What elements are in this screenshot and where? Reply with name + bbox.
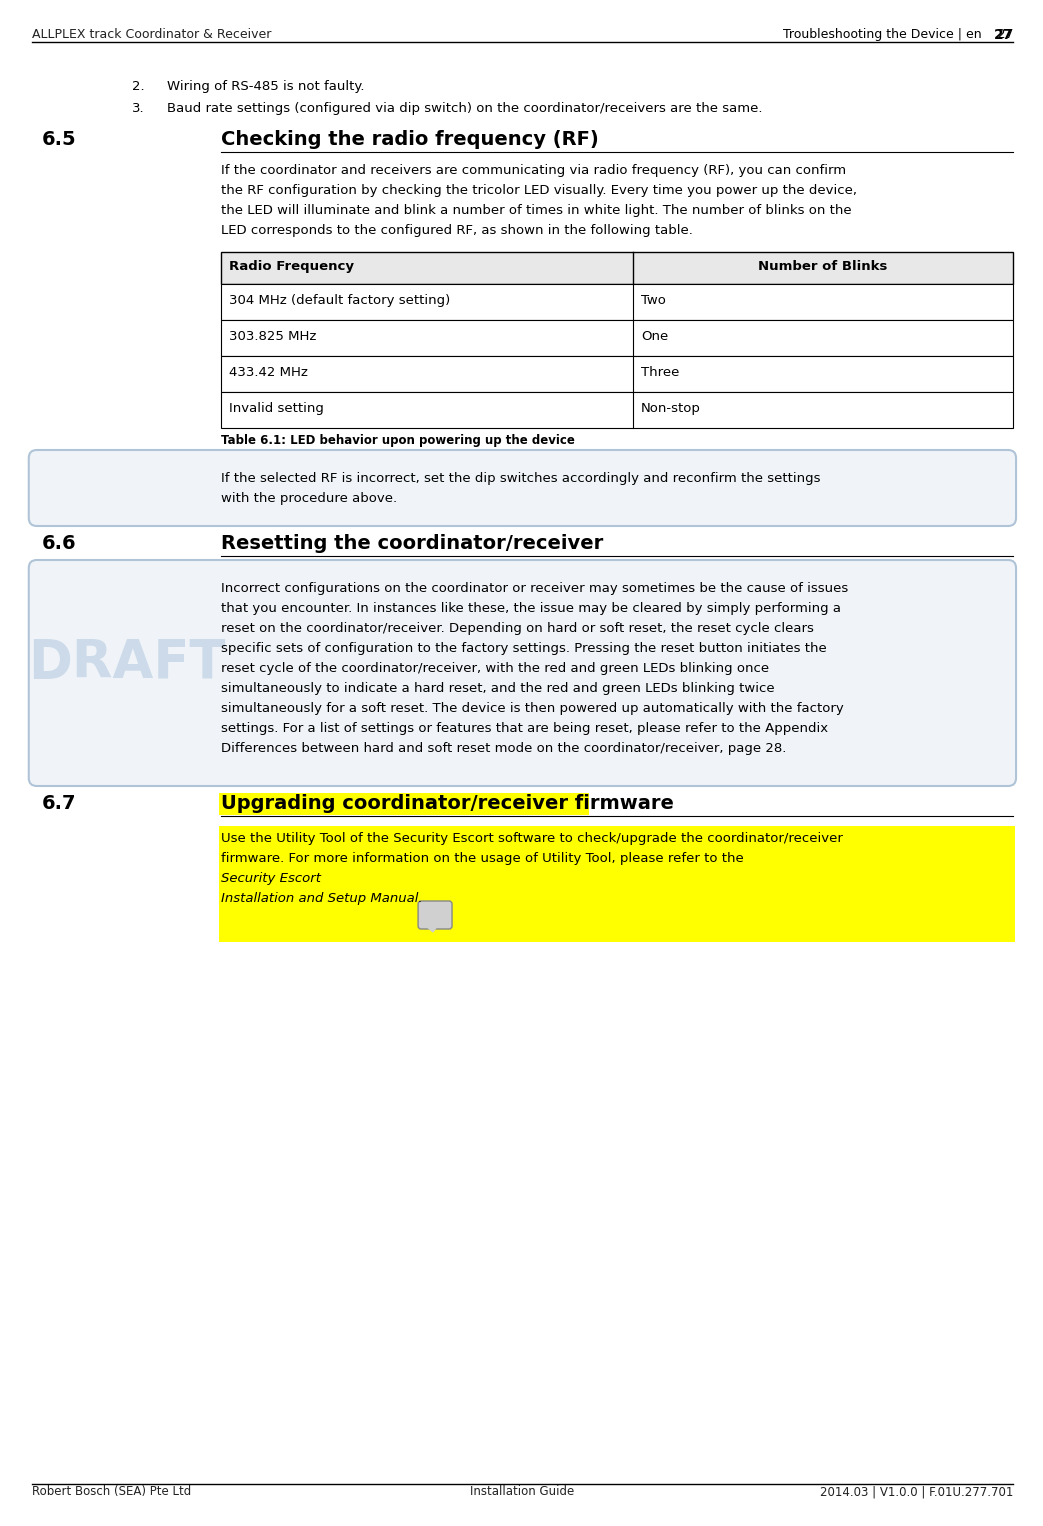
- FancyBboxPatch shape: [418, 900, 452, 929]
- Text: Use the Utility Tool of the Security Escort software to check/upgrade the coordi: Use the Utility Tool of the Security Esc…: [221, 832, 844, 845]
- Text: DRAFT: DRAFT: [28, 636, 225, 690]
- Text: settings. For a list of settings or features that are being reset, please refer : settings. For a list of settings or feat…: [221, 722, 828, 736]
- Text: with the procedure above.: with the procedure above.: [221, 491, 397, 505]
- Text: If the selected RF is incorrect, set the dip switches accordingly and reconfirm : If the selected RF is incorrect, set the…: [221, 472, 821, 485]
- Text: Robert Bosch (SEA) Pte Ltd: Robert Bosch (SEA) Pte Ltd: [31, 1485, 191, 1499]
- Text: simultaneously for a soft reset. The device is then powered up automatically wit: simultaneously for a soft reset. The dev…: [221, 702, 844, 716]
- Text: Number of Blinks: Number of Blinks: [758, 259, 888, 273]
- Text: Three: Three: [641, 366, 679, 378]
- Text: Wiring of RS-485 is not faulty.: Wiring of RS-485 is not faulty.: [167, 79, 364, 93]
- Bar: [221, 284, 1013, 320]
- Text: Troubleshooting the Device | en    27: Troubleshooting the Device | en 27: [782, 27, 1013, 41]
- FancyBboxPatch shape: [29, 560, 1016, 786]
- FancyBboxPatch shape: [29, 450, 1016, 526]
- Text: Upgrading coordinator/receiver firmware: Upgrading coordinator/receiver firmware: [221, 794, 675, 813]
- Text: specific sets of configuration to the factory settings. Pressing the reset butto: specific sets of configuration to the fa…: [221, 642, 827, 655]
- Text: Radio Frequency: Radio Frequency: [229, 259, 355, 273]
- Text: Invalid setting: Invalid setting: [229, 401, 324, 415]
- Text: Installation Guide: Installation Guide: [470, 1485, 575, 1499]
- Bar: [221, 392, 1013, 427]
- Text: reset cycle of the coordinator/receiver, with the red and green LEDs blinking on: reset cycle of the coordinator/receiver,…: [221, 662, 770, 674]
- Text: Baud rate settings (configured via dip switch) on the coordinator/receivers are : Baud rate settings (configured via dip s…: [167, 102, 762, 114]
- Text: One: One: [641, 330, 669, 343]
- Text: 6.7: 6.7: [42, 794, 76, 813]
- Text: simultaneously to indicate a hard reset, and the red and green LEDs blinking twi: simultaneously to indicate a hard reset,…: [221, 682, 775, 694]
- Text: the LED will illuminate and blink a number of times in white light. The number o: the LED will illuminate and blink a numb…: [221, 204, 852, 217]
- Text: 303.825 MHz: 303.825 MHz: [229, 330, 317, 343]
- Text: Checking the radio frequency (RF): Checking the radio frequency (RF): [221, 130, 599, 150]
- Text: 3.: 3.: [131, 102, 144, 114]
- Text: Table 6.1: LED behavior upon powering up the device: Table 6.1: LED behavior upon powering up…: [221, 433, 576, 447]
- Polygon shape: [427, 926, 437, 932]
- Text: 2.: 2.: [131, 79, 144, 93]
- Bar: [219, 794, 589, 815]
- Text: 2014.03 | V1.0.0 | F.01U.277.701: 2014.03 | V1.0.0 | F.01U.277.701: [820, 1485, 1013, 1499]
- Text: 27: 27: [994, 27, 1013, 43]
- Text: Security Escort: Security Escort: [221, 871, 321, 885]
- Text: If the coordinator and receivers are communicating via radio frequency (RF), you: If the coordinator and receivers are com…: [221, 163, 847, 177]
- Text: 6.5: 6.5: [42, 130, 76, 150]
- Text: 6.6: 6.6: [42, 534, 76, 552]
- Text: 433.42 MHz: 433.42 MHz: [229, 366, 309, 378]
- Text: firmware. For more information on the usage of Utility Tool, please refer to the: firmware. For more information on the us…: [221, 852, 749, 865]
- Text: Non-stop: Non-stop: [641, 401, 701, 415]
- Text: reset on the coordinator/receiver. Depending on hard or soft reset, the reset cy: reset on the coordinator/receiver. Depen…: [221, 623, 815, 635]
- Text: ALLPLEX track Coordinator & Receiver: ALLPLEX track Coordinator & Receiver: [31, 27, 271, 41]
- Text: Installation and Setup Manual.: Installation and Setup Manual.: [221, 893, 423, 905]
- Text: that you encounter. In instances like these, the issue may be cleared by simply : that you encounter. In instances like th…: [221, 601, 842, 615]
- Text: 304 MHz (default factory setting): 304 MHz (default factory setting): [229, 295, 451, 307]
- Text: LED corresponds to the configured RF, as shown in the following table.: LED corresponds to the configured RF, as…: [221, 224, 694, 237]
- Text: Two: Two: [641, 295, 665, 307]
- Text: Differences between hard and soft reset mode on the coordinator/receiver, page 2: Differences between hard and soft reset …: [221, 742, 786, 755]
- Text: Incorrect configurations on the coordinator or receiver may sometimes be the cau: Incorrect configurations on the coordina…: [221, 581, 849, 595]
- Bar: [221, 356, 1013, 392]
- Bar: [219, 826, 1015, 942]
- Text: the RF configuration by checking the tricolor LED visually. Every time you power: the RF configuration by checking the tri…: [221, 185, 857, 197]
- Text: Resetting the coordinator/receiver: Resetting the coordinator/receiver: [221, 534, 604, 552]
- Bar: [221, 320, 1013, 356]
- Bar: [221, 252, 1013, 284]
